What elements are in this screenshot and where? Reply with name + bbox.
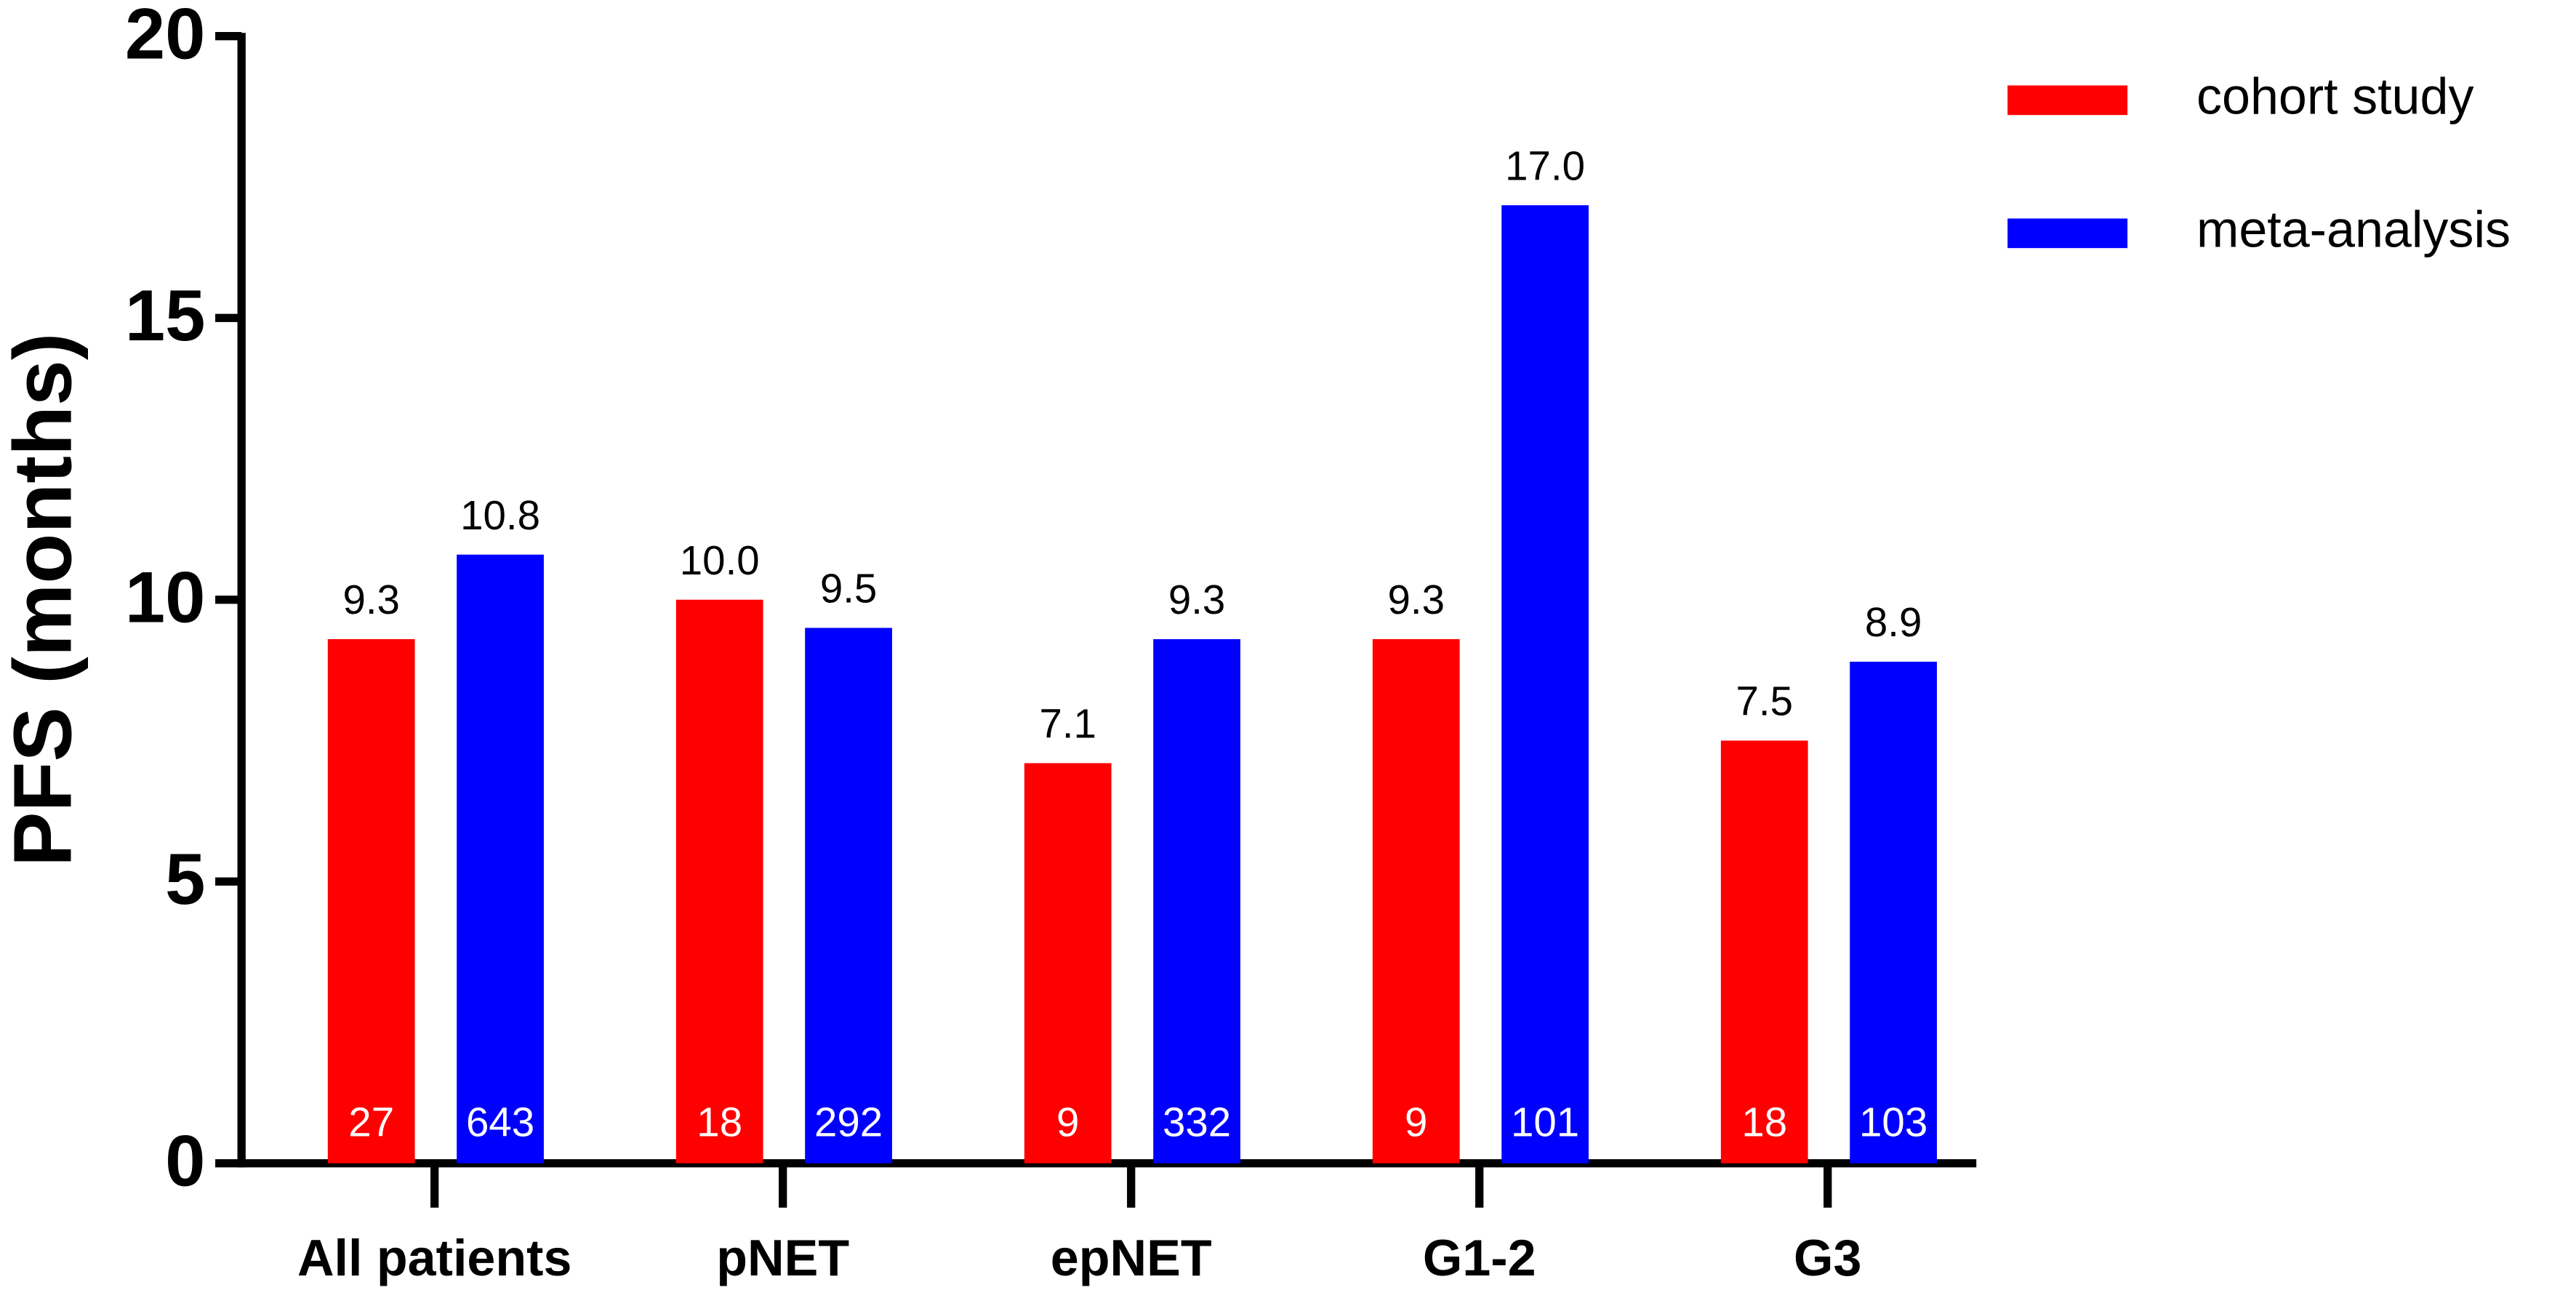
value-label: 9.5 [820, 566, 878, 612]
bar [1850, 661, 1937, 1163]
y-tick-label: 15 [125, 276, 206, 356]
x-tick-label: epNET [1051, 1230, 1212, 1286]
count-label: 27 [348, 1099, 394, 1145]
bar [327, 638, 415, 1163]
count-label: 292 [814, 1099, 883, 1145]
value-label: 9.3 [342, 577, 400, 622]
y-axis-label: PFS (months) [0, 333, 89, 867]
legend-swatch [2007, 85, 2128, 116]
y-tick-label: 0 [165, 1121, 205, 1202]
bar [675, 599, 763, 1163]
count-label: 18 [697, 1099, 742, 1145]
value-label: 7.5 [1736, 678, 1794, 724]
y-tick-label: 10 [125, 557, 206, 638]
bar [805, 628, 892, 1163]
y-tick-label: 20 [125, 0, 206, 74]
bar [1153, 638, 1240, 1163]
x-tick-label: All patients [297, 1230, 571, 1286]
count-label: 9 [1405, 1099, 1427, 1145]
legend-swatch [2007, 218, 2128, 249]
count-label: 18 [1741, 1099, 1787, 1145]
legend-label: meta-analysis [2196, 201, 2511, 257]
value-label: 9.3 [1387, 577, 1445, 622]
value-label: 10.0 [680, 537, 760, 583]
bar [457, 554, 544, 1163]
value-label: 9.3 [1168, 577, 1226, 622]
bar [1024, 763, 1112, 1163]
bar [1720, 740, 1808, 1163]
x-tick-label: G3 [1794, 1230, 1861, 1286]
value-label: 7.1 [1039, 701, 1096, 747]
value-label: 10.8 [460, 492, 540, 538]
count-label: 101 [1511, 1099, 1579, 1145]
x-tick-label: G1-2 [1423, 1230, 1536, 1286]
count-label: 643 [466, 1099, 534, 1145]
bar [1501, 205, 1589, 1163]
count-label: 103 [1859, 1099, 1927, 1145]
value-label: 8.9 [1865, 599, 1922, 645]
bar [1372, 638, 1460, 1163]
count-label: 332 [1163, 1099, 1231, 1145]
y-tick-label: 5 [165, 839, 205, 920]
value-label: 17.0 [1505, 143, 1585, 188]
x-tick-label: pNET [716, 1230, 849, 1286]
legend-label: cohort study [2196, 68, 2473, 124]
count-label: 9 [1056, 1099, 1079, 1145]
